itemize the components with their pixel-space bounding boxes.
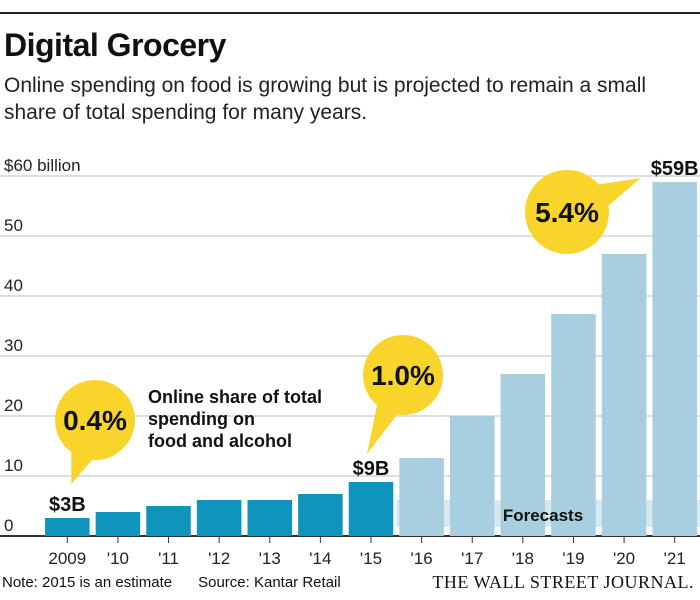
x-tick-label: 2009: [48, 549, 86, 568]
bar: [95, 512, 141, 536]
forecast-band-strip: [396, 500, 700, 527]
x-tick-label: '17: [461, 549, 483, 568]
x-tick-label: '15: [360, 549, 382, 568]
y-tick-label: $60 billion: [4, 156, 81, 175]
chart-title: Digital Grocery: [4, 27, 226, 63]
bar: [399, 458, 444, 536]
bubble: [363, 335, 443, 415]
chart-labels: 0 10 20 30 40 50 $60 billion Forecasts 2009 '10 '1…: [4, 156, 699, 568]
annotation-line: spending on: [148, 409, 255, 429]
top-rule: [0, 12, 700, 14]
bar: [449, 416, 495, 536]
x-tick-label: '19: [562, 549, 584, 568]
bar: [652, 182, 697, 536]
bar: [146, 506, 191, 536]
footer: Note: 2015 is an estimate Source: Kantar …: [2, 574, 341, 591]
bubble-tail: [71, 452, 93, 484]
bar: [196, 500, 242, 536]
share-bubbles: [55, 170, 641, 484]
bar: [45, 518, 90, 536]
x-tick-label: '21: [664, 549, 686, 568]
x-tick-label: '20: [613, 549, 635, 568]
x-tick-label: '14: [309, 549, 331, 568]
bubble-label: 0.4%: [63, 405, 127, 436]
y-tick-label: 0: [4, 516, 13, 535]
bar-value-label: $59B: [651, 158, 699, 180]
x-tick-label: '11: [158, 549, 179, 568]
bubble-tail: [598, 178, 641, 206]
bar-value-label: $9B: [353, 458, 390, 480]
forecast-band: [396, 500, 700, 527]
bars: [45, 182, 697, 536]
y-tick-label: 40: [4, 276, 23, 295]
bar: [348, 482, 394, 536]
x-tick-label: '10: [107, 549, 129, 568]
publisher-logo: THE WALL STREET JOURNAL.: [432, 572, 694, 592]
bar: [298, 494, 343, 536]
y-tick-label: 50: [4, 216, 23, 235]
bubble: [55, 380, 135, 460]
bar: [500, 374, 546, 536]
annotation-line: Online share of total: [148, 387, 322, 407]
forecast-label: Forecasts: [503, 506, 583, 525]
x-tick-label: '16: [411, 549, 433, 568]
bubble-label: 1.0%: [371, 360, 435, 391]
x-tick-label: '13: [259, 549, 281, 568]
bubble-tail: [367, 405, 398, 454]
bar-value-label: $3B: [49, 494, 86, 516]
bar: [551, 314, 596, 536]
footer-source: Source: Kantar Retail: [198, 574, 341, 591]
y-tick-label: 20: [4, 396, 23, 415]
footer-note: Note: 2015 is an estimate: [2, 574, 173, 591]
bar: [247, 500, 293, 536]
y-tick-label: 10: [4, 456, 23, 475]
bar: [601, 254, 647, 536]
x-tick-label: '12: [208, 549, 230, 568]
bubble-label: 5.4%: [535, 197, 599, 228]
x-tick-label: '18: [512, 549, 534, 568]
bubble: [525, 170, 609, 254]
chart-subtitle: Online spending on food is growing but i…: [4, 74, 647, 124]
y-tick-label: 30: [4, 336, 23, 355]
annotation-line: food and alcohol: [148, 431, 292, 451]
